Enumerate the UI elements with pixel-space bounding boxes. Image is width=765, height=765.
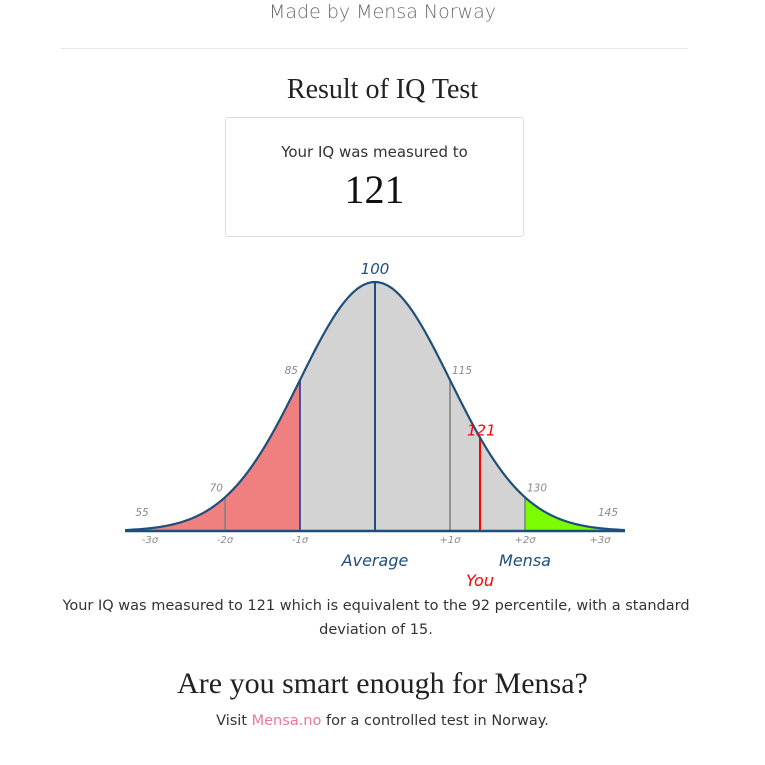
score-label-70: 70: [210, 482, 224, 494]
distribution-region-2: [525, 497, 625, 531]
score-label-115: 115: [452, 365, 472, 377]
score-label-145: 145: [598, 507, 618, 519]
score-label-130: 130: [527, 482, 547, 494]
sigma-label-2: -1σ: [292, 535, 309, 546]
sigma-label-6: +3σ: [589, 535, 611, 546]
header-divider: [61, 48, 688, 49]
user-score-label: 121: [467, 422, 496, 440]
sigma-label-5: +2σ: [514, 535, 536, 546]
iq-distribution-chart: 55 70 85 100 115 130 145 121 -3σ -2σ -1σ +1σ +2σ +3σ A…: [124, 260, 626, 590]
mensa-cta-text: Visit Mensa.no for a controlled test in …: [0, 713, 765, 729]
cta-suffix: for a controlled test in Norway.: [321, 713, 549, 729]
sigma-label-0: -3σ: [142, 535, 159, 546]
iq-measured-label: Your IQ was measured to: [281, 143, 468, 161]
made-by-note: Made by Mensa Norway: [269, 1, 496, 23]
score-label-55: 55: [135, 507, 149, 519]
distribution-region-1: [300, 282, 525, 531]
cta-prefix: Visit: [216, 713, 252, 729]
bell-curve: [124, 280, 626, 532]
sigma-label-1: -2σ: [217, 535, 234, 546]
result-title: Result of IQ Test: [286, 74, 479, 105]
average-label: Average: [341, 551, 409, 570]
score-label-100: 100: [361, 260, 390, 278]
you-label: You: [466, 571, 494, 590]
iq-score-card: Your IQ was measured to 121: [225, 117, 524, 237]
mensa-cta-title: Are you smart enough for Mensa?: [177, 667, 588, 700]
result-summary: Your IQ was measured to 121 which is equ…: [62, 598, 690, 638]
iq-score-value: 121: [344, 167, 405, 212]
sigma-label-4: +1σ: [439, 535, 461, 546]
distribution-region-0: [125, 379, 300, 531]
mensa-link[interactable]: Mensa.no: [251, 713, 322, 729]
score-label-85: 85: [285, 365, 299, 377]
mensa-label: Mensa: [499, 551, 551, 570]
